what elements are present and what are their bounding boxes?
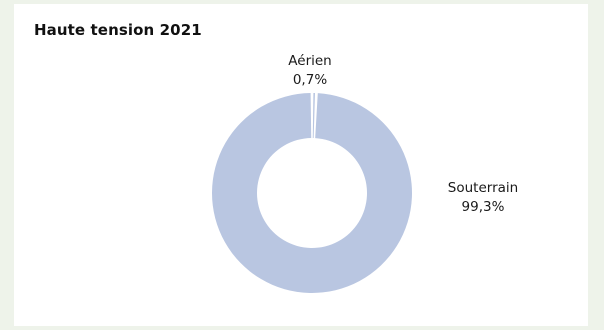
slice-label-aerien: Aérien	[288, 53, 331, 69]
chart-frame: Haute tension 2021 Aérien 0,7% Souterrai…	[14, 4, 588, 326]
slice-value-aerien: 0,7%	[293, 72, 327, 88]
donut-slice-aerien	[312, 93, 315, 139]
chart-title: Haute tension 2021	[34, 21, 202, 39]
slice-label-souterrain: Souterrain	[448, 180, 518, 196]
donut-slice-souterrain	[211, 93, 412, 293]
donut-slices	[211, 93, 412, 293]
donut-chart: Aérien 0,7% Souterrain 99,3%	[211, 53, 518, 293]
slice-value-souterrain: 99,3%	[462, 199, 505, 215]
